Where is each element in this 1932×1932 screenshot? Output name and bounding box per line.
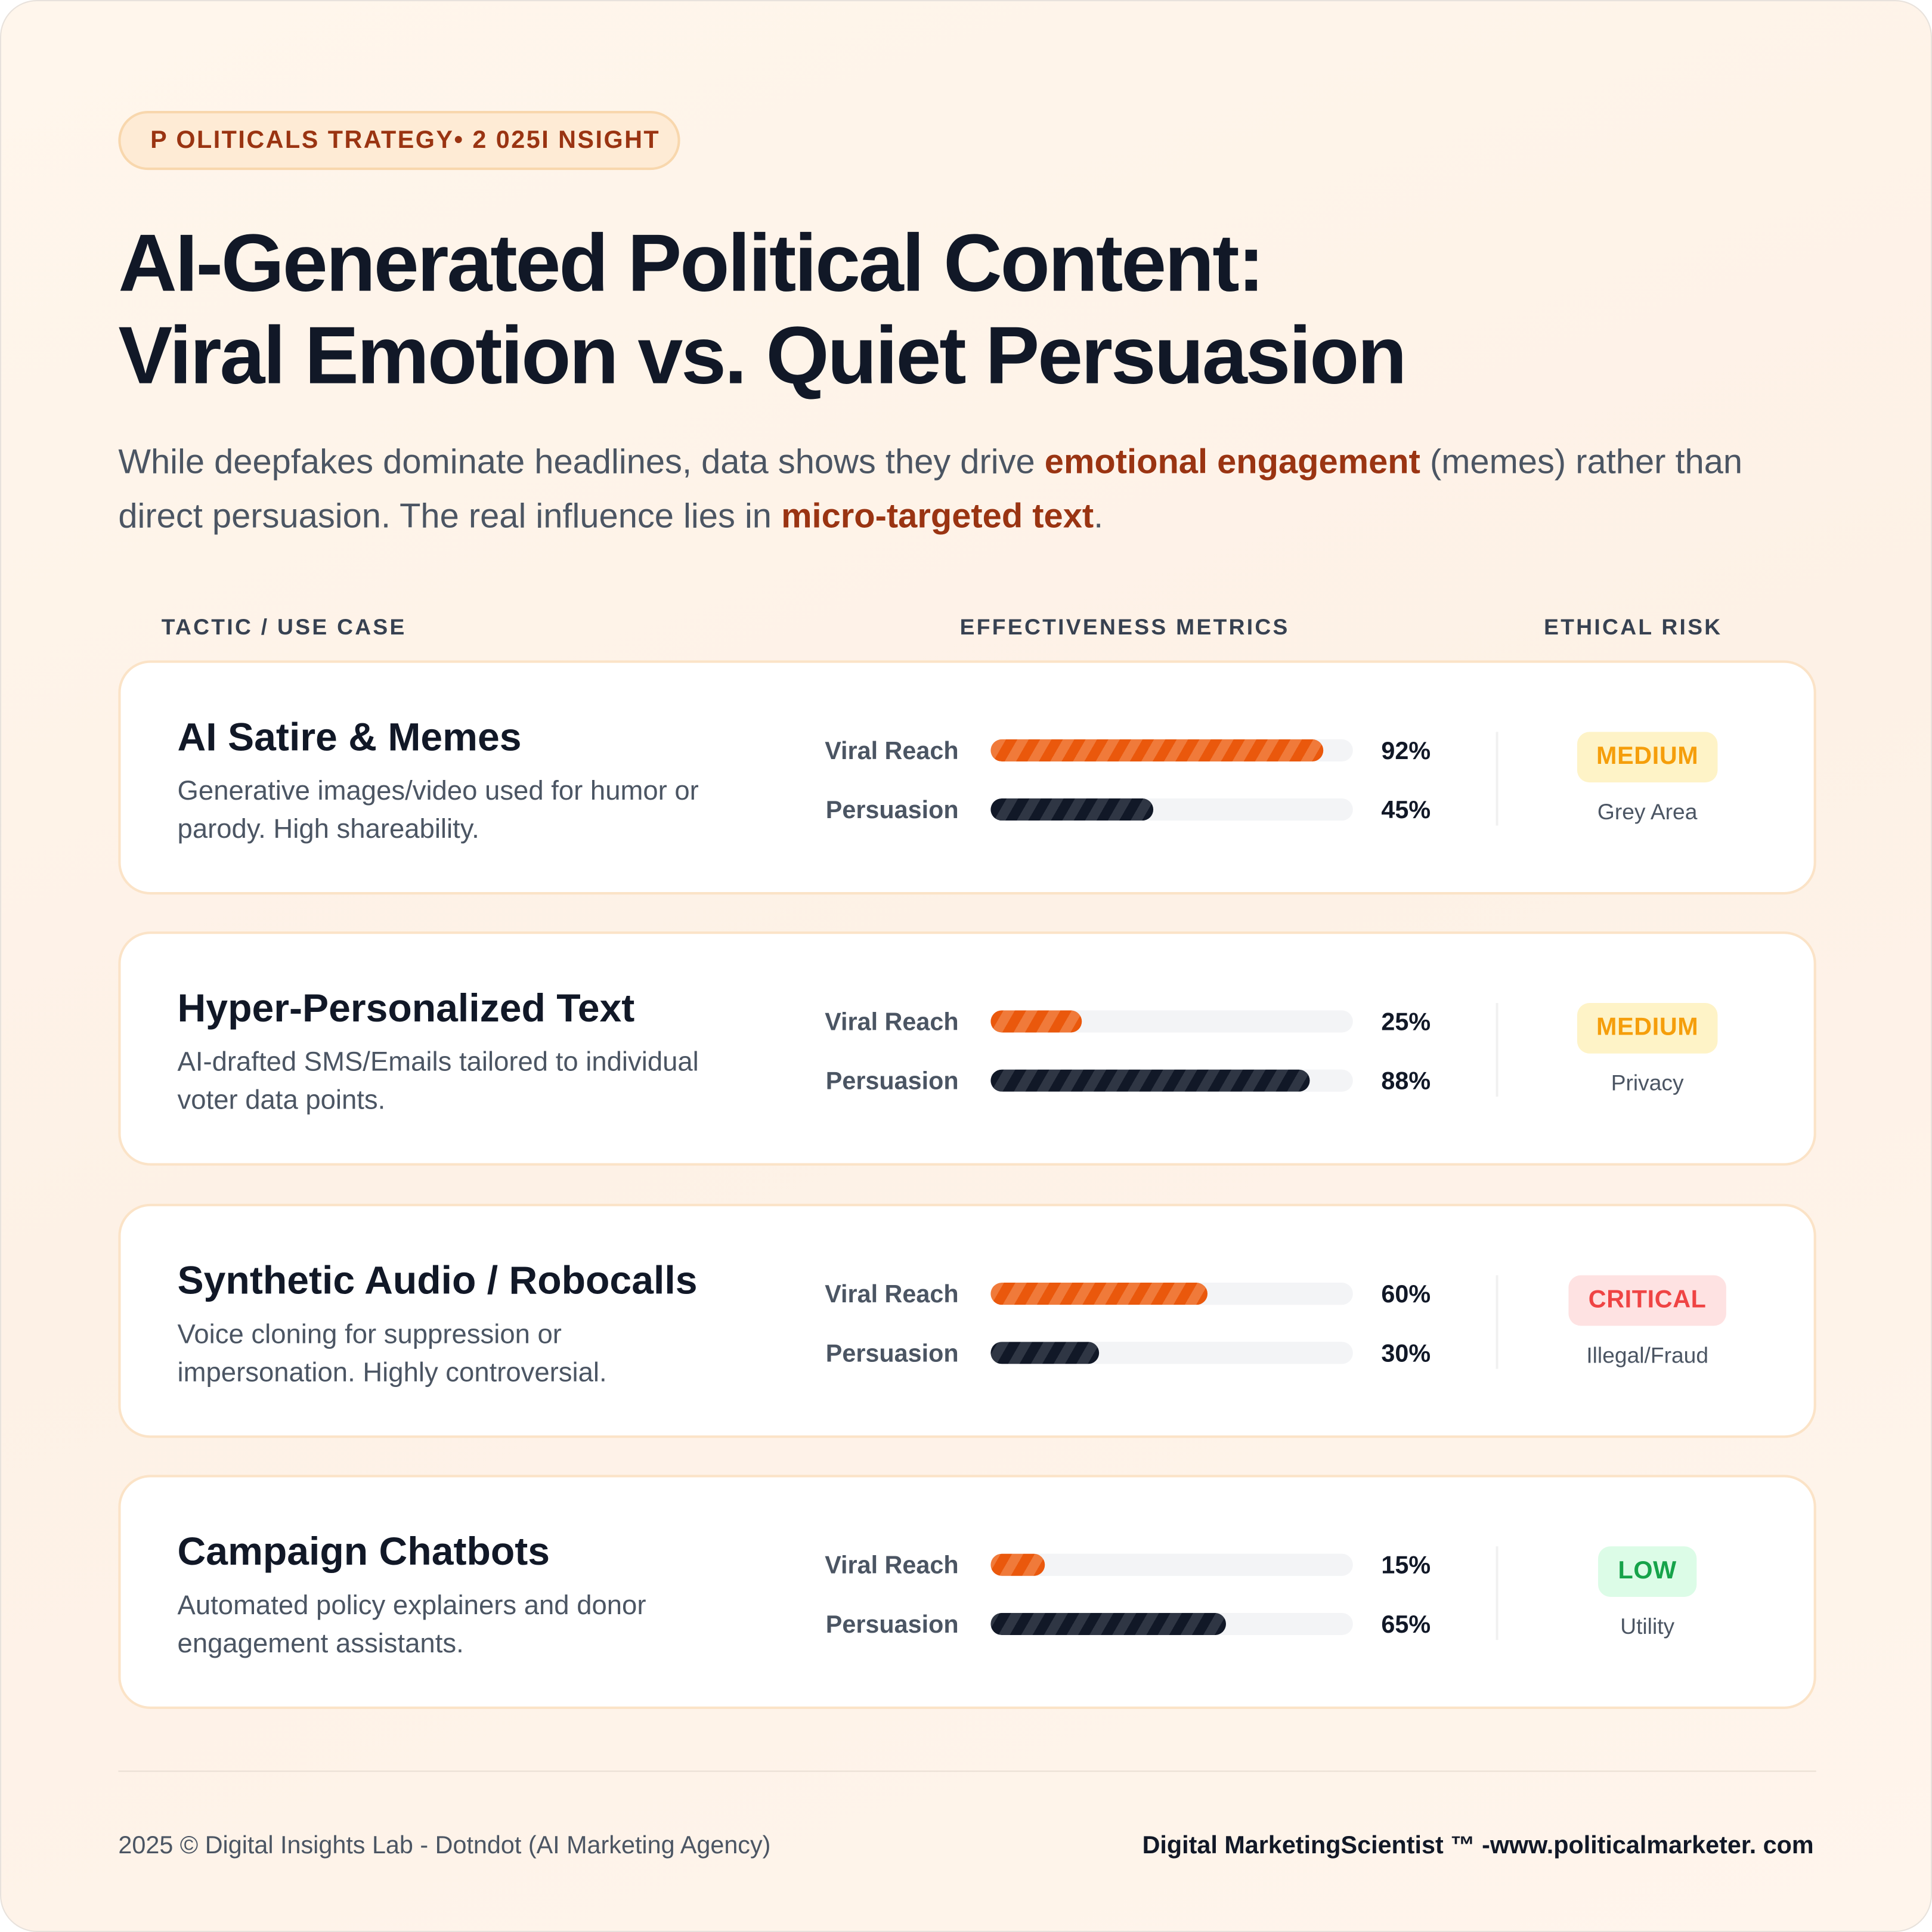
tactic-row: Hyper-Personalized Text AI-drafted SMS/E…	[118, 931, 1816, 1166]
persuasion-value: 88%	[1381, 1068, 1431, 1095]
ethical-risk: CRITICAL Illegal/Fraud	[1556, 1275, 1739, 1369]
persuasion-label: Persuasion	[825, 1068, 959, 1095]
viral-reach-fill	[990, 1010, 1082, 1033]
ethical-risk: LOW Utility	[1556, 1546, 1739, 1640]
subtitle-text: While deepfakes dominate headlines, data…	[118, 442, 1045, 481]
title-line-2: Viral Emotion vs. Quiet Persuasion	[118, 309, 1407, 401]
tactic-row: AI Satire & Memes Generative images/vide…	[118, 660, 1816, 895]
footer-copyright: 2025 © Digital Insights Lab - Dotndot (A…	[118, 1832, 771, 1860]
tactic-title: Synthetic Audio / Robocalls	[177, 1258, 698, 1303]
risk-badge: MEDIUM	[1576, 1002, 1719, 1054]
persuasion-bar	[990, 1069, 1353, 1092]
risk-note: Privacy	[1611, 1070, 1684, 1095]
tactic-title: AI Satire & Memes	[177, 714, 522, 759]
risk-badge: MEDIUM	[1576, 732, 1719, 783]
footer-brand: Digital MarketingScientist ™ -www.politi…	[1142, 1832, 1814, 1860]
risk-note: Utility	[1620, 1614, 1675, 1639]
subtitle-text: .	[1094, 496, 1104, 535]
persuasion-value: 65%	[1381, 1611, 1431, 1639]
viral-reach-bar	[990, 1283, 1353, 1305]
column-header-metrics: EFFECTIVENESS METRICS	[959, 615, 1290, 640]
viral-reach-value: 25%	[1381, 1009, 1431, 1036]
tactic-description: Automated policy explainers and donor en…	[177, 1589, 646, 1659]
tactic-description: Voice cloning for suppression or imperso…	[177, 1318, 607, 1388]
tactic-row: Campaign Chatbots Automated policy expla…	[118, 1475, 1816, 1709]
tactic-description: AI-drafted SMS/Emails tailored to indivi…	[177, 1046, 699, 1116]
footer-divider	[118, 1770, 1816, 1772]
viral-reach-label: Viral Reach	[825, 1281, 959, 1309]
tactic-title: Campaign Chatbots	[177, 1529, 550, 1574]
risk-badge: CRITICAL	[1568, 1275, 1726, 1326]
column-divider	[1496, 1546, 1498, 1640]
column-divider	[1496, 1002, 1498, 1097]
viral-reach-label: Viral Reach	[825, 738, 959, 766]
column-header-risk: ETHICAL RISK	[1544, 615, 1723, 640]
persuasion-fill	[990, 798, 1154, 821]
viral-reach-label: Viral Reach	[825, 1552, 959, 1580]
subtitle-text: (memes) rather than direct persuasion. T…	[118, 442, 1743, 535]
persuasion-fill	[990, 1612, 1227, 1636]
viral-reach-value: 15%	[1381, 1552, 1431, 1580]
persuasion-label: Persuasion	[825, 1340, 959, 1368]
persuasion-value: 45%	[1381, 797, 1431, 825]
subtitle-highlight-1: emotional engagement	[1044, 442, 1420, 481]
column-divider	[1496, 1275, 1498, 1369]
viral-reach-bar	[990, 739, 1353, 761]
viral-reach-bar	[990, 1553, 1353, 1576]
risk-note: Illegal/Fraud	[1586, 1343, 1709, 1368]
column-header-tactic: TACTIC / USE CASE	[161, 615, 407, 640]
subtitle-highlight-2: micro-targeted text	[781, 496, 1094, 535]
subtitle: While deepfakes dominate headlines, data…	[118, 435, 1745, 543]
column-divider	[1496, 732, 1498, 826]
persuasion-bar	[990, 798, 1353, 821]
persuasion-bar	[990, 1612, 1353, 1636]
viral-reach-bar	[990, 1010, 1353, 1033]
risk-note: Grey Area	[1597, 800, 1698, 825]
tactic-description: Generative images/video used for humor o…	[177, 775, 699, 844]
persuasion-label: Persuasion	[825, 1611, 959, 1639]
persuasion-bar	[990, 1342, 1353, 1364]
title-line-1: AI-Generated Political Content:	[118, 216, 1265, 308]
risk-badge: LOW	[1598, 1546, 1696, 1597]
viral-reach-value: 60%	[1381, 1281, 1431, 1309]
page-title: AI-Generated Political Content: Viral Emo…	[118, 216, 1407, 402]
viral-reach-fill	[990, 1283, 1208, 1305]
tactic-row: Synthetic Audio / Robocalls Voice clonin…	[118, 1203, 1816, 1438]
viral-reach-fill	[990, 739, 1324, 761]
ethical-risk: MEDIUM Privacy	[1556, 1002, 1739, 1097]
viral-reach-value: 92%	[1381, 738, 1431, 766]
ethical-risk: MEDIUM Grey Area	[1556, 732, 1739, 825]
persuasion-fill	[990, 1069, 1309, 1092]
persuasion-fill	[990, 1342, 1100, 1364]
viral-reach-label: Viral Reach	[825, 1009, 959, 1036]
kicker-badge: P OLITICALS TRATEGY• 2 025I NSIGHT	[118, 110, 680, 171]
viral-reach-fill	[990, 1553, 1045, 1576]
persuasion-label: Persuasion	[825, 797, 959, 825]
tactic-title: Hyper-Personalized Text	[177, 986, 635, 1030]
persuasion-value: 30%	[1381, 1340, 1431, 1368]
